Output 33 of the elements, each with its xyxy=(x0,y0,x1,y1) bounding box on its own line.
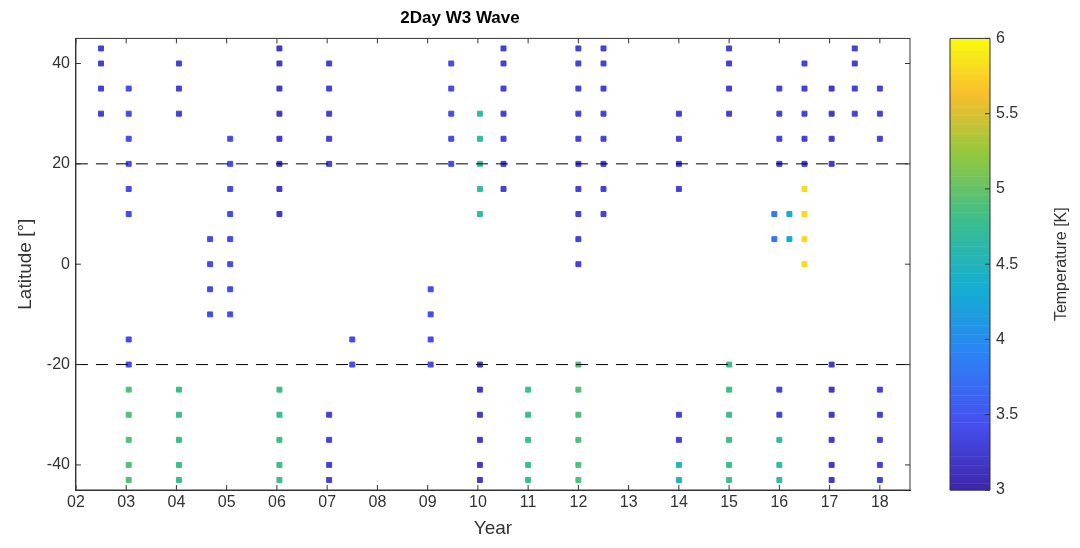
y-tick-label: 0 xyxy=(61,254,71,272)
color-bar-title: Temperature [K] xyxy=(1052,207,1070,322)
y-tick-label: -20 xyxy=(46,354,71,372)
x-tick-label: 06 xyxy=(268,493,286,511)
y-axis-title: Latitude [°] xyxy=(13,218,35,310)
color-bar-label: 3.5 xyxy=(996,405,1019,423)
x-tick-label: 02 xyxy=(67,493,85,511)
x-axis-title: Year xyxy=(473,516,513,538)
x-tick-label: 03 xyxy=(117,493,136,511)
x-tick-label: 18 xyxy=(870,493,889,511)
y-tick-label: -40 xyxy=(46,455,71,473)
y-tick-label: 40 xyxy=(52,53,71,71)
color-bar-label: 4 xyxy=(996,329,1005,347)
x-tick-label: 05 xyxy=(217,493,236,511)
x-tick-label: 08 xyxy=(368,493,387,511)
x-tick-label: 16 xyxy=(770,493,789,511)
x-tick-label: 14 xyxy=(669,493,688,511)
x-tick-label: 07 xyxy=(318,493,337,511)
x-tick-label: 13 xyxy=(619,493,638,511)
color-bar-label: 5 xyxy=(996,179,1005,197)
x-tick-label: 09 xyxy=(418,493,437,511)
x-tick-label: 10 xyxy=(468,493,487,511)
chart-title: 2Day W3 Wave xyxy=(400,7,520,27)
color-bar-label: 5.5 xyxy=(996,104,1019,122)
color-bar-label: 6 xyxy=(996,28,1005,46)
color-bar-label: 4.5 xyxy=(996,254,1019,272)
x-tick-label: 15 xyxy=(720,493,739,511)
x-tick-label: 11 xyxy=(519,493,537,511)
x-tick-label: 12 xyxy=(569,493,588,511)
x-tick-label: 17 xyxy=(820,493,839,511)
color-bar-label: 3 xyxy=(996,480,1005,498)
x-tick-label: 04 xyxy=(167,493,186,511)
y-tick-label: 20 xyxy=(52,154,71,172)
